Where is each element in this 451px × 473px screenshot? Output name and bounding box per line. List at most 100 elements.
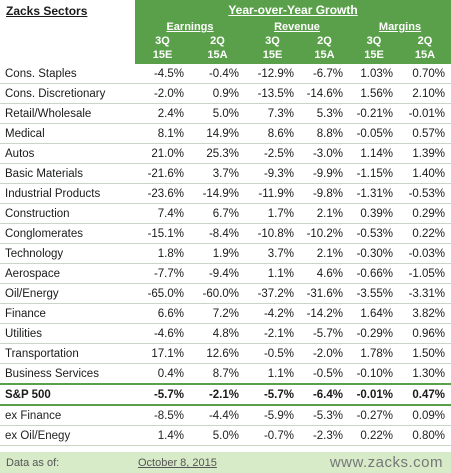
ex-row: ex Oil/Enegy 1.4% 5.0% -0.7% -2.3% 0.22% 0.80% [0, 425, 451, 446]
growth-value-cell: -9.8% [300, 183, 349, 204]
growth-value-cell: -0.66% [349, 263, 399, 284]
growth-value-cell: -0.01% [399, 103, 451, 124]
growth-value-cell: -21.6% [135, 163, 190, 184]
growth-value-cell: -0.53% [349, 223, 399, 244]
growth-value-cell: -1.31% [349, 183, 399, 204]
ex-row: ex Finance -8.5% -4.4% -5.9% -5.3% -0.27% 0.09… [0, 405, 451, 426]
growth-value-cell: 7.4% [135, 203, 190, 224]
growth-value-cell: -7.7% [135, 263, 190, 284]
growth-value-cell: 7.2% [190, 303, 245, 324]
period-quarter-header: 2Q [300, 34, 349, 48]
data-as-of-date[interactable]: October 8, 2015 [138, 457, 217, 469]
growth-value-cell: -0.01% [349, 383, 399, 406]
growth-value-cell: 2.1% [300, 243, 349, 264]
growth-value-cell: 6.7% [190, 203, 245, 224]
growth-value-cell: 1.30% [399, 363, 451, 385]
sector-row: Utilities -4.6% 4.8% -2.1% -5.7% -0.29% 0.96% [0, 323, 451, 344]
period-quarter-header: 2Q [190, 34, 245, 48]
sector-name: Medical [0, 123, 135, 144]
growth-value-cell: -4.6% [135, 323, 190, 344]
growth-value-cell: -0.05% [349, 123, 399, 144]
growth-value-cell: 0.4% [135, 363, 190, 385]
growth-value-cell: -10.2% [300, 223, 349, 244]
sector-row: Basic Materials -21.6% 3.7% -9.3% -9.9% -1.15… [0, 163, 451, 184]
period-year-header: 15E [349, 48, 399, 64]
growth-value-cell: 1.7% [245, 203, 300, 224]
sector-name: Construction [0, 203, 135, 224]
growth-value-cell: 0.22% [349, 425, 399, 446]
header-group-label: Revenue [274, 21, 320, 33]
growth-value-cell: -0.53% [399, 183, 451, 204]
growth-value-cell: -5.7% [135, 383, 190, 406]
growth-value-cell: -0.30% [349, 243, 399, 264]
growth-value-cell: -5.7% [300, 323, 349, 344]
sector-row: Technology 1.8% 1.9% 3.7% 2.1% -0.30% -0.03% [0, 243, 451, 264]
sector-row: Aerospace -7.7% -9.4% 1.1% 4.6% -0.66% -1.05% [0, 263, 451, 284]
growth-value-cell: 1.14% [349, 143, 399, 164]
growth-value-cell: -14.2% [300, 303, 349, 324]
sector-name: Industrial Products [0, 183, 135, 204]
sector-row: Construction 7.4% 6.7% 1.7% 2.1% 0.39% 0.29% [0, 203, 451, 224]
header-main-label: Year-over-Year Growth [228, 3, 358, 17]
growth-value-cell: -1.15% [349, 163, 399, 184]
growth-value-cell: -6.4% [300, 383, 349, 406]
growth-value-cell: -0.5% [300, 363, 349, 385]
sector-name: Cons. Staples [0, 64, 135, 84]
growth-value-cell: -2.5% [245, 143, 300, 164]
growth-value-cell: 3.7% [190, 163, 245, 184]
growth-value-cell: -0.7% [245, 425, 300, 446]
growth-value-cell: -4.5% [135, 64, 190, 84]
growth-value-cell: -13.5% [245, 83, 300, 104]
growth-value-cell: 1.8% [135, 243, 190, 264]
growth-value-cell: 0.09% [399, 405, 451, 426]
sector-row: Industrial Products -23.6% -14.9% -11.9% -9.… [0, 183, 451, 204]
growth-value-cell: -15.1% [135, 223, 190, 244]
growth-value-cell: 1.9% [190, 243, 245, 264]
growth-value-cell: -3.55% [349, 283, 399, 304]
sector-name: Finance [0, 303, 135, 324]
growth-value-cell: -0.27% [349, 405, 399, 426]
sector-name: Autos [0, 143, 135, 164]
growth-value-cell: 3.7% [245, 243, 300, 264]
sector-name: Cons. Discretionary [0, 83, 135, 104]
growth-value-cell: -8.5% [135, 405, 190, 426]
growth-value-cell: 1.64% [349, 303, 399, 324]
sector-row: Autos 21.0% 25.3% -2.5% -3.0% 1.14% 1.39% [0, 143, 451, 164]
sector-name: Utilities [0, 323, 135, 344]
zacks-website[interactable]: www.zacks.com [329, 454, 443, 471]
growth-value-cell: -5.3% [300, 405, 349, 426]
growth-value-cell: -3.31% [399, 283, 451, 304]
growth-value-cell: -60.0% [190, 283, 245, 304]
growth-value-cell: 0.47% [399, 383, 451, 406]
header-group-margins: Margins [349, 20, 451, 34]
growth-value-cell: 1.78% [349, 343, 399, 364]
growth-value-cell: -9.4% [190, 263, 245, 284]
growth-value-cell: 1.03% [349, 64, 399, 84]
growth-value-cell: 0.96% [399, 323, 451, 344]
growth-value-cell: 4.8% [190, 323, 245, 344]
growth-value-cell: -0.29% [349, 323, 399, 344]
growth-value-cell: -11.9% [245, 183, 300, 204]
period-year-header: 15A [190, 48, 245, 64]
growth-value-cell: 8.1% [135, 123, 190, 144]
growth-value-cell: 1.4% [135, 425, 190, 446]
growth-value-cell: 2.1% [300, 203, 349, 224]
growth-value-cell: -1.05% [399, 263, 451, 284]
growth-value-cell: -0.03% [399, 243, 451, 264]
growth-value-cell: 5.0% [190, 103, 245, 124]
growth-value-cell: -37.2% [245, 283, 300, 304]
sector-name: ex Finance [0, 405, 135, 426]
growth-value-cell: -9.3% [245, 163, 300, 184]
sector-row: Cons. Discretionary -2.0% 0.9% -13.5% -14.6%… [0, 83, 451, 104]
growth-value-cell: 3.82% [399, 303, 451, 324]
sector-row: Medical 8.1% 14.9% 8.6% 8.8% -0.05% 0.57% [0, 123, 451, 144]
table-title: Zacks Sectors [6, 4, 88, 18]
sector-name: Retail/Wholesale [0, 103, 135, 124]
growth-value-cell: 5.0% [190, 425, 245, 446]
period-quarter-header: 3Q [135, 34, 190, 48]
growth-value-cell: -0.10% [349, 363, 399, 385]
sector-name: Oil/Energy [0, 283, 135, 304]
growth-value-cell: -0.21% [349, 103, 399, 124]
growth-value-cell: 8.6% [245, 123, 300, 144]
